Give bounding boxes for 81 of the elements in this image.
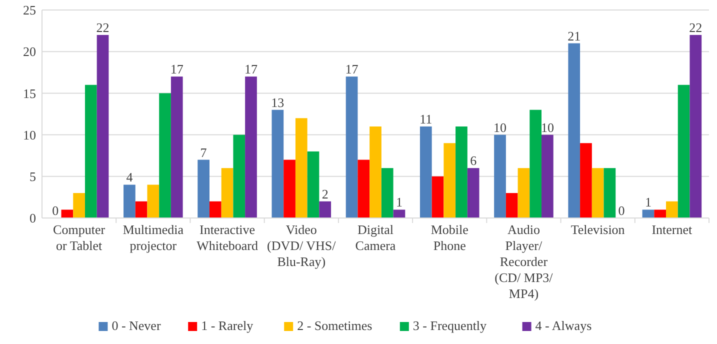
bar [580,143,592,218]
legend-label: 1 - Rarely [201,318,254,333]
data-label: 4 [126,170,134,185]
bar [370,126,382,218]
x-tick-label: Interactive Whiteboard [196,222,258,253]
bar [456,126,468,218]
bar [284,160,296,218]
bar [393,210,406,218]
data-label: 17 [244,62,258,77]
data-label: 6 [470,153,478,168]
bar [170,76,183,218]
bar [604,168,616,218]
y-tick-label: 5 [30,168,36,184]
y-tick-label: 10 [23,127,36,142]
y-tick-label: 0 [30,210,36,226]
data-label: 10 [494,120,507,135]
bar [432,176,444,218]
legend-label: 3 - Frequently [412,318,488,333]
bar [690,34,702,218]
bar [358,160,370,218]
bar [444,143,456,218]
y-tick-label: 20 [23,44,36,60]
y-tick-label: 25 [23,2,36,18]
bar [233,134,246,218]
data-label: 22 [689,20,702,35]
bar [506,193,518,218]
bar [295,118,308,218]
data-label: 1 [644,194,652,210]
bar [420,126,432,218]
x-tick-label: Television [570,222,626,237]
bar [124,184,136,218]
data-label: 7 [200,144,208,160]
bar [135,201,148,218]
x-tick-label: Video (DVD/ VHS/ Blu-Ray) [267,222,336,269]
data-label: 11 [420,111,432,126]
data-label: 1 [396,194,402,210]
y-tick-label: 15 [23,86,36,101]
bar [530,110,542,218]
bar [307,151,320,218]
legend-label: 4 - Always [535,318,592,333]
data-label: 22 [96,20,110,35]
bar [666,201,678,218]
bar [272,110,284,218]
bar [592,168,604,218]
data-label: 21 [568,28,581,44]
data-label: 10 [540,120,554,135]
x-tick-label: Computer or Tablet [53,222,106,253]
x-tick-label: Mobile Phone [430,222,469,253]
x-tick-label: Multimedia projector [122,222,184,253]
bar [542,134,554,218]
legend-label: 0 - Never [112,318,162,333]
bar [73,193,85,218]
data-label: 2 [322,186,328,202]
bar [642,210,654,218]
data-label: 0 [52,203,59,218]
bar [245,76,257,218]
bar [568,43,580,218]
bar [147,184,160,218]
bar [467,168,480,218]
bar [159,93,171,218]
bar [84,84,97,218]
data-label: 13 [271,94,284,110]
legend-label: 2 - Sometimes [297,318,372,333]
data-label: 17 [345,62,359,77]
data-label: 17 [170,62,184,77]
bar [319,201,332,218]
bar [494,134,506,218]
bar [61,210,74,218]
bar [518,168,530,218]
x-tick-label: Internet [652,222,693,237]
x-tick-label: Audio Player/ Recorder (CD/ MP3/ MP4) [494,222,554,301]
bar [346,76,358,218]
bar [209,201,222,218]
bar [198,160,210,218]
bar [678,84,690,218]
bar [221,168,234,218]
bar [381,168,394,218]
bar [654,210,666,218]
data-label: 0 [618,203,625,218]
x-tick-label: Digital Camera [355,222,396,253]
bar [96,34,109,218]
